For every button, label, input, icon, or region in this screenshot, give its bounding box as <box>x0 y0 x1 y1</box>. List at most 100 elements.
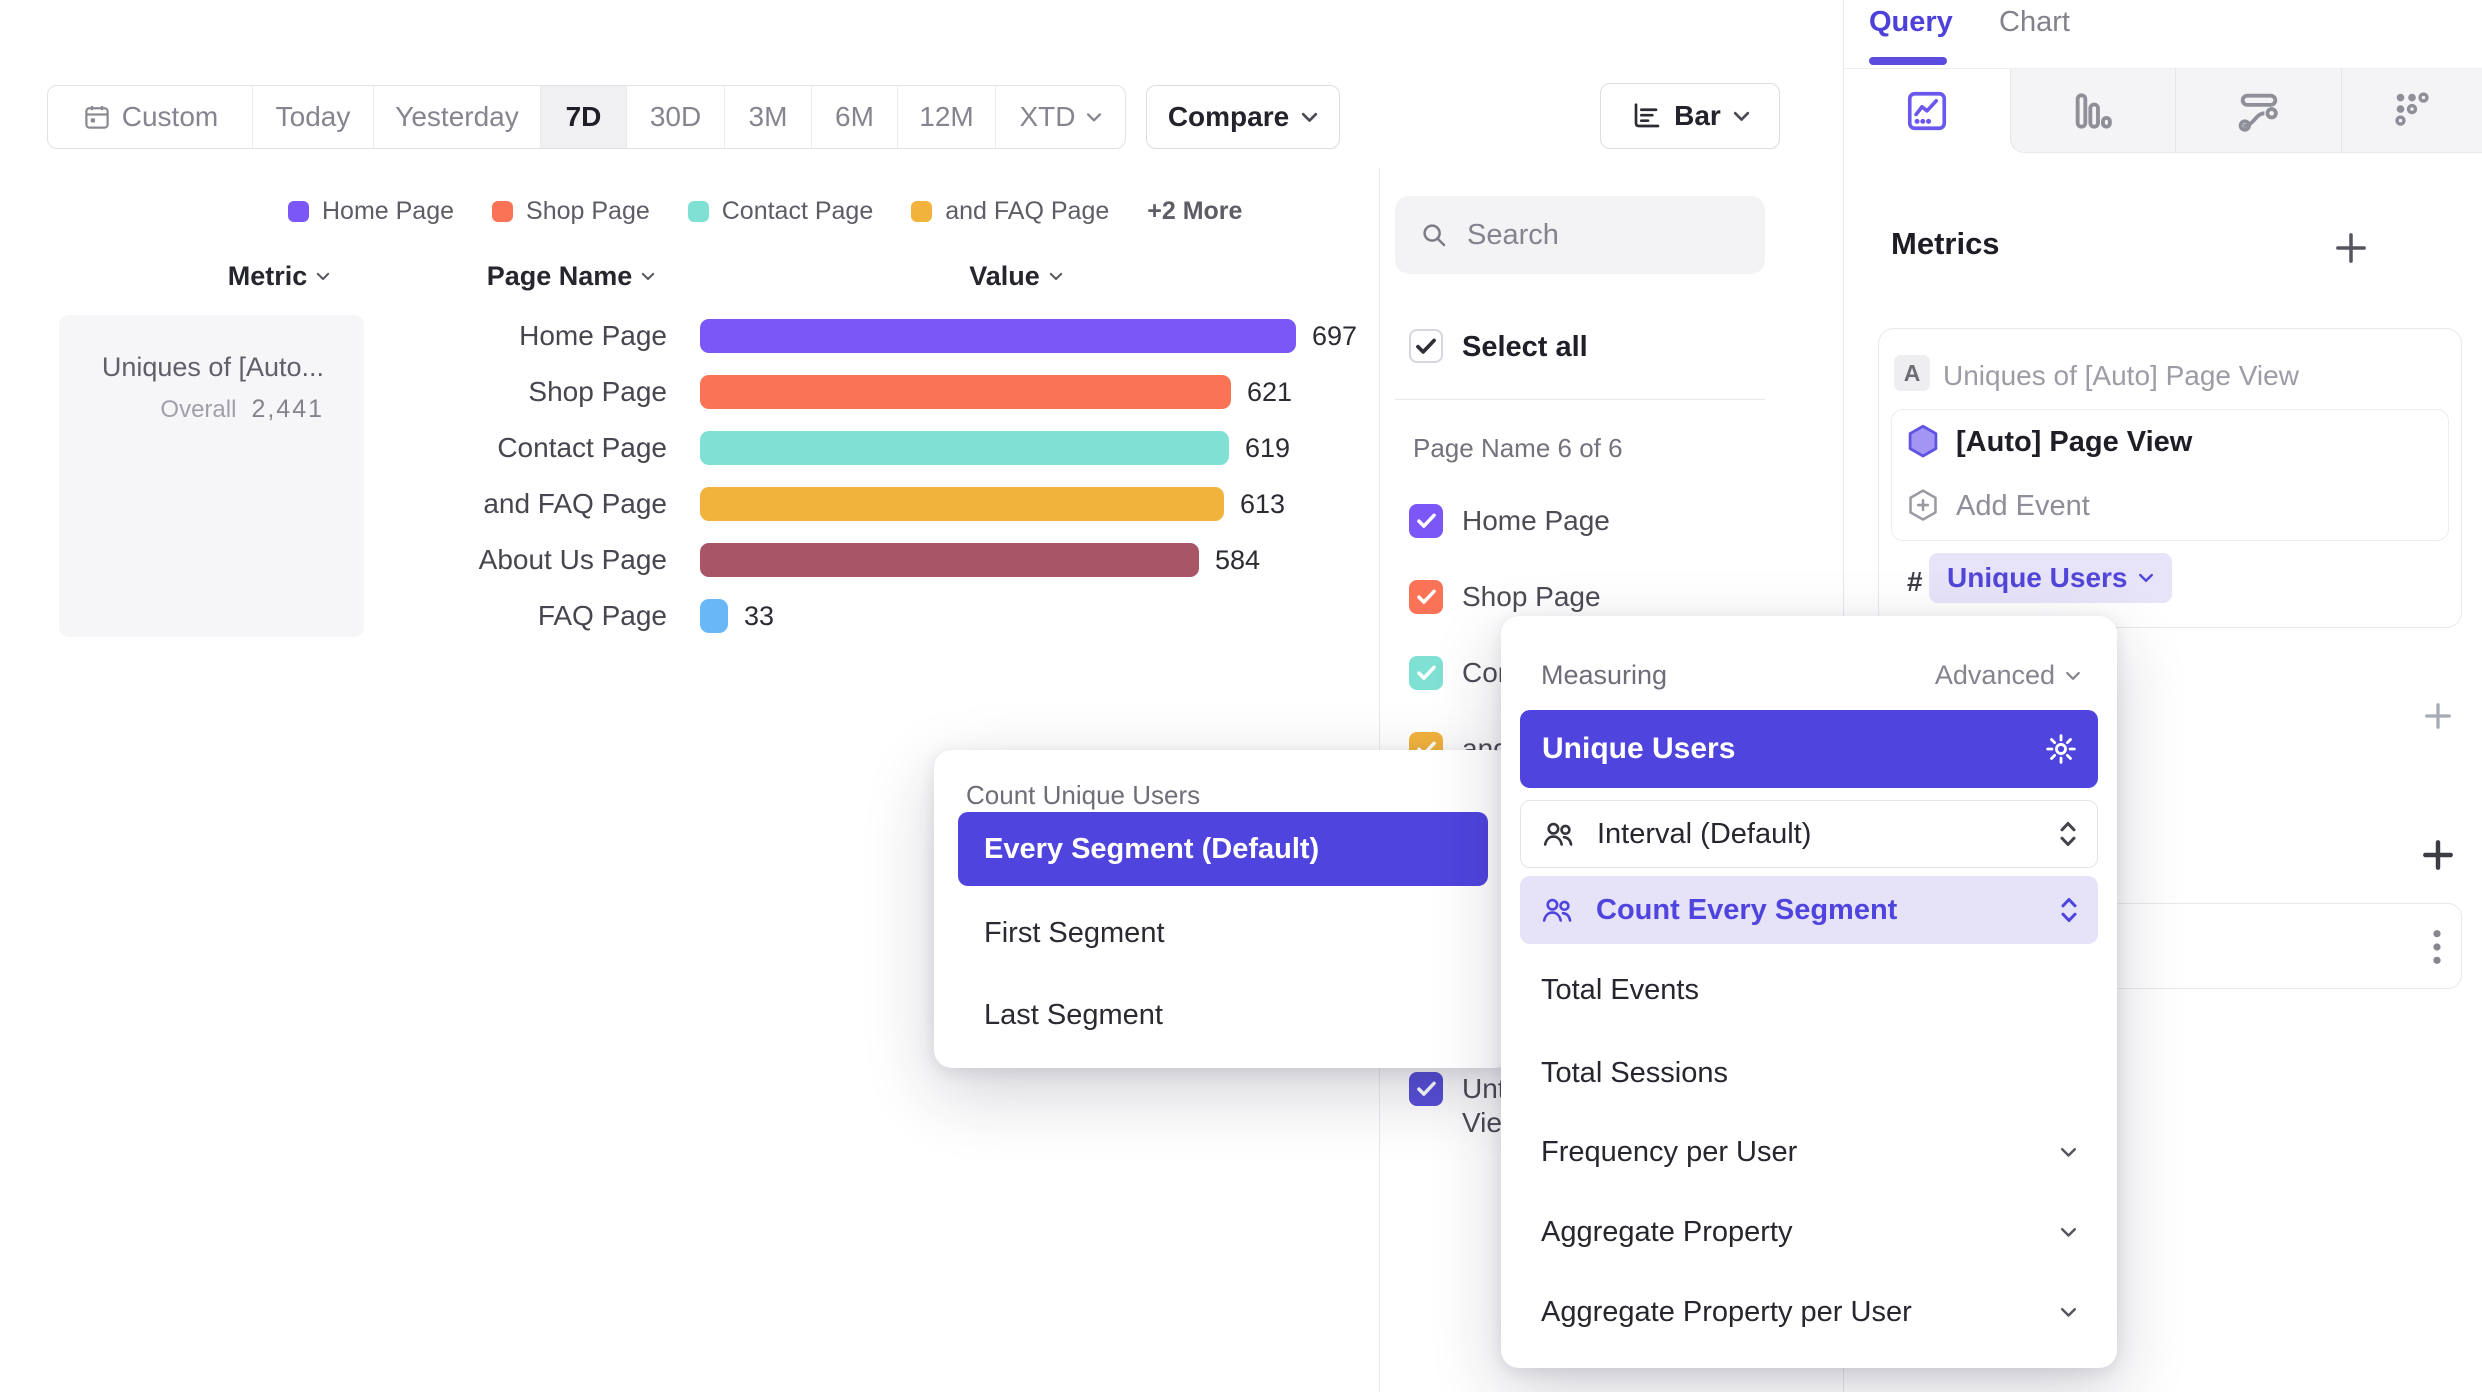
add-event-button[interactable]: Add Event <box>1906 488 2090 525</box>
menu-option-selected[interactable]: Every Segment (Default) <box>958 812 1488 886</box>
checkbox-checked[interactable] <box>1409 580 1443 614</box>
overall-label: Overall <box>160 395 237 423</box>
flow-chart-icon <box>2236 88 2282 134</box>
chart-type-tab-scatter[interactable] <box>2341 69 2482 153</box>
menu-option[interactable]: Last Segment <box>958 978 1488 1052</box>
users-icon <box>1540 894 1574 926</box>
chart-type-selector[interactable]: Bar <box>1600 83 1780 149</box>
date-range-custom[interactable]: Custom <box>48 86 253 148</box>
add-breakdown-button[interactable] <box>2419 836 2457 874</box>
control-label: Count Every Segment <box>1596 893 1898 926</box>
chevron-down-icon <box>2065 671 2081 681</box>
date-range-control: Custom Today Yesterday 7D 30D 3M 6M 12M … <box>47 85 1126 149</box>
add-metric-button[interactable] <box>2330 227 2372 269</box>
kebab-menu-icon[interactable] <box>2433 928 2441 966</box>
date-range-3m[interactable]: 3M <box>725 86 812 148</box>
date-range-6m[interactable]: 6M <box>812 86 898 148</box>
legend-item[interactable]: Home Page <box>288 197 454 226</box>
menu-option[interactable]: Aggregate Property <box>1520 1202 2098 1262</box>
row-label: Home Page <box>519 320 667 351</box>
legend-item[interactable]: Contact Page <box>687 197 873 226</box>
overall-value: 2,441 <box>251 395 324 423</box>
bar-segment[interactable] <box>700 599 728 633</box>
metric-cell: Uniques of [Auto... Overall 2,441 <box>59 315 364 637</box>
header-label: Value <box>969 260 1040 291</box>
compare-button[interactable]: Compare <box>1146 85 1340 149</box>
segment-item[interactable]: Shop Page <box>1409 580 1601 614</box>
metrics-heading: Metrics <box>1891 226 2000 261</box>
metric-card-title: Uniques of [Auto] Page View <box>1943 360 2299 391</box>
legend-more[interactable]: +2 More <box>1147 197 1242 226</box>
legend-item[interactable]: and FAQ Page <box>911 197 1109 226</box>
date-range-label: 3M <box>748 101 788 132</box>
chart-type-tab-bar[interactable] <box>2010 69 2175 153</box>
segment-item[interactable]: Home Page <box>1409 504 1610 538</box>
add-filter-button[interactable] <box>2420 698 2456 734</box>
checkbox-checked[interactable] <box>1409 504 1443 538</box>
date-range-label: Yesterday <box>395 101 519 132</box>
bar-chart-icon <box>2070 88 2116 134</box>
chevron-down-icon <box>1733 111 1750 122</box>
stepper-icon[interactable] <box>2060 895 2078 925</box>
chart-type-tab-line[interactable] <box>1844 69 2010 153</box>
add-event-label: Add Event <box>1956 490 2090 522</box>
checkbox-checked[interactable] <box>1409 656 1443 690</box>
bar-segment[interactable] <box>700 543 1199 577</box>
menu-option[interactable]: Frequency per User <box>1520 1122 2098 1182</box>
popup-title: Measuring <box>1541 660 1668 690</box>
measure-chip[interactable]: Unique Users <box>1929 553 2172 603</box>
legend-swatch <box>288 201 309 222</box>
bar-segment[interactable] <box>700 431 1229 465</box>
bar-segment[interactable] <box>700 487 1224 521</box>
date-range-12m[interactable]: 12M <box>898 86 996 148</box>
event-row[interactable]: [Auto] Page View <box>1906 424 2192 461</box>
column-header-page-name[interactable]: Page Name <box>461 260 681 292</box>
date-range-xtd[interactable]: XTD <box>996 86 1125 148</box>
chart-row: About Us Page 584 <box>347 532 1260 588</box>
legend-label: Home Page <box>322 197 455 225</box>
search-input[interactable] <box>1465 217 1729 253</box>
option-label: First Segment <box>984 916 1165 949</box>
row-value: 613 <box>1240 488 1286 519</box>
column-header-metric[interactable]: Metric <box>169 260 389 292</box>
menu-option-selected[interactable]: Unique Users <box>1520 710 2098 788</box>
date-range-30d[interactable]: 30D <box>627 86 725 148</box>
segment-search[interactable] <box>1395 196 1765 274</box>
option-label: Every Segment (Default) <box>984 832 1320 865</box>
tab-query[interactable]: Query <box>1869 6 1953 38</box>
menu-option[interactable]: Aggregate Property per User <box>1520 1282 2098 1342</box>
chart-legend: Home Page Shop Page Contact Page and FAQ… <box>288 197 1242 226</box>
legend-swatch <box>911 201 933 222</box>
bar-segment[interactable] <box>700 319 1296 353</box>
popup-title: Count Unique Users <box>966 780 1201 810</box>
date-range-yesterday[interactable]: Yesterday <box>374 86 541 148</box>
measure-prefix: # <box>1907 566 1923 597</box>
gear-icon[interactable] <box>2044 732 2078 766</box>
bar-segment[interactable] <box>700 375 1231 409</box>
date-range-7d[interactable]: 7D <box>541 86 627 148</box>
row-value: 697 <box>1312 320 1358 351</box>
segment-item-partial[interactable]: Unt Vie <box>1409 1072 1506 1140</box>
select-all-checkbox[interactable] <box>1409 329 1443 363</box>
menu-option[interactable]: Total Sessions <box>1520 1043 2098 1103</box>
legend-item[interactable]: Shop Page <box>492 197 650 226</box>
tab-chart[interactable]: Chart <box>1999 6 2070 38</box>
active-tab-underline <box>1869 57 1947 65</box>
menu-option[interactable]: Total Events <box>1520 960 2098 1020</box>
checkbox-checked[interactable] <box>1409 1072 1443 1106</box>
option-label: Total Sessions <box>1541 1056 1728 1089</box>
date-range-label: Today <box>275 101 351 132</box>
date-range-today[interactable]: Today <box>253 86 374 148</box>
chevron-down-icon <box>2060 1147 2077 1158</box>
column-header-value[interactable]: Value <box>906 260 1126 292</box>
menu-option[interactable]: First Segment <box>958 896 1488 970</box>
stepper-icon[interactable] <box>2059 819 2077 849</box>
row-value: 33 <box>744 600 775 631</box>
row-label: FAQ Page <box>537 600 667 631</box>
advanced-mode-toggle[interactable]: Advanced <box>1935 660 2081 691</box>
measuring-popup: Measuring Advanced Unique Users <box>1501 616 2117 1368</box>
interval-selector[interactable]: Interval (Default) <box>1520 800 2098 868</box>
chart-type-tab-flow[interactable] <box>2175 69 2341 153</box>
count-every-segment-selector[interactable]: Count Every Segment <box>1520 876 2098 944</box>
